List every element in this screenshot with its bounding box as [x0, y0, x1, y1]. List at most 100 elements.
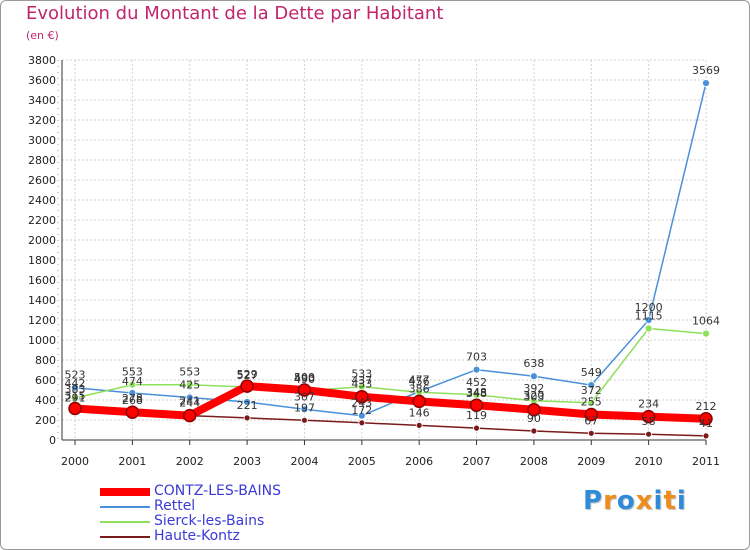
point-sierck — [587, 398, 596, 407]
data-label-sierck: 529 — [237, 368, 258, 381]
x-tick-label: 2010 — [635, 455, 663, 468]
data-label-haute: 172 — [351, 404, 372, 417]
data-label-contz: 212 — [696, 400, 717, 413]
point-contz — [125, 405, 140, 419]
series-line-sierck — [74, 327, 707, 404]
y-tick-label: 1800 — [28, 254, 56, 267]
point-contz — [584, 407, 599, 422]
data-label-rettel: 1200 — [635, 301, 663, 314]
legend-label-contz: CONTZ-LES-BAINS — [154, 483, 281, 499]
series-line-rettel — [74, 82, 707, 417]
chart-title: Evolution du Montant de la Dette par Hab… — [26, 3, 444, 24]
data-label-contz: 348 — [466, 386, 487, 399]
point-contz — [68, 401, 82, 416]
legend-swatch-sierck — [100, 521, 150, 523]
legend-swatch-rettel — [100, 506, 150, 508]
point-contz — [469, 398, 484, 412]
data-label-extra: 425 — [179, 379, 200, 392]
logo-letter: x — [635, 486, 654, 516]
y-tick-label: 200 — [35, 414, 56, 427]
data-label-extra: 527 — [237, 369, 258, 382]
point-haute — [415, 421, 423, 429]
data-label-sierck: 553 — [122, 366, 143, 379]
legend-swatch-contz — [100, 488, 150, 496]
point-rettel — [300, 405, 309, 414]
data-label-contz: 386 — [409, 382, 430, 395]
point-haute — [301, 416, 308, 424]
data-label-contz: 234 — [638, 398, 659, 411]
point-rettel — [128, 389, 137, 397]
y-tick-label: 0 — [49, 434, 56, 447]
y-tick-label: 3200 — [28, 114, 56, 127]
data-label-rettel: 3569 — [692, 64, 720, 77]
series-line-contz — [71, 382, 710, 423]
data-label-haute: 197 — [294, 401, 315, 414]
point-haute — [358, 419, 366, 427]
data-label-contz: 433 — [351, 378, 372, 391]
y-tick-label: 3800 — [28, 54, 56, 67]
y-tick-label: 3000 — [28, 134, 56, 147]
data-label-sierck: 553 — [179, 366, 200, 379]
x-tick-label: 2008 — [520, 455, 548, 468]
proxiti-logo: Proxiti — [583, 486, 687, 516]
x-tick-label: 2003 — [233, 455, 261, 468]
point-haute — [645, 430, 653, 438]
y-tick-label: 2600 — [28, 174, 56, 187]
logo-letter: r — [603, 486, 617, 516]
y-tick-label: 600 — [35, 374, 56, 387]
point-rettel — [71, 383, 79, 392]
point-sierck — [644, 324, 653, 333]
data-label-contz: 303 — [523, 391, 544, 404]
point-rettel — [644, 316, 653, 324]
data-label-extra: 490 — [294, 373, 315, 386]
chart-subtitle: (en €) — [26, 29, 59, 42]
data-label-extra: 348 — [466, 387, 487, 400]
point-sierck — [128, 380, 137, 389]
point-haute — [587, 429, 595, 437]
point-rettel — [472, 365, 481, 374]
data-label-extra: 241 — [179, 395, 200, 408]
point-rettel — [587, 381, 596, 390]
line-chart: 0 200 400 600 800 1000 1200 1400 1600 1800 2000 220… — [28, 54, 720, 468]
data-label-sierck: 452 — [466, 376, 487, 389]
logo-letter: i — [653, 486, 664, 516]
logo-letter: i — [676, 486, 687, 516]
y-tick-label: 3600 — [28, 74, 56, 87]
y-tick-label: 2000 — [28, 234, 56, 247]
data-label-sierck: 533 — [351, 368, 372, 381]
point-haute — [702, 432, 710, 440]
point-contz — [699, 412, 713, 426]
y-tick-label: 1000 — [28, 334, 56, 347]
data-label-rettel: 638 — [523, 357, 544, 370]
x-tick-label: 2000 — [61, 455, 89, 468]
point-contz — [182, 408, 197, 423]
point-sierck — [472, 390, 481, 399]
point-contz — [527, 402, 541, 417]
point-haute — [243, 414, 251, 422]
data-label-rettel: 523 — [65, 369, 86, 382]
data-label-sierck: 1064 — [692, 315, 720, 328]
data-label-haute: 90 — [527, 412, 541, 425]
point-contz — [297, 383, 312, 397]
y-tick-label: 1200 — [28, 314, 56, 327]
point-haute — [530, 427, 538, 435]
point-contz — [240, 379, 254, 393]
data-label-sierck: 1115 — [635, 310, 663, 323]
data-label-extra: 383 — [65, 383, 86, 396]
data-label-extra: 437 — [351, 374, 372, 387]
legend-swatch-haute — [100, 536, 150, 538]
data-label-haute: 221 — [237, 399, 258, 412]
data-label-contz: 315 — [65, 390, 86, 403]
data-label-rettel: 703 — [466, 351, 487, 364]
point-rettel — [185, 393, 194, 402]
data-label-haute: 67 — [584, 414, 598, 427]
y-tick-label: 1400 — [28, 294, 56, 307]
legend-label-rettel: Rettel — [154, 498, 196, 514]
legend-label-sierck: Sierck-les-Bains — [154, 513, 265, 529]
y-tick-label: 3400 — [28, 94, 56, 107]
y-tick-label: 2800 — [28, 154, 56, 167]
x-tick-label: 2005 — [348, 455, 376, 468]
data-label-haute: 41 — [699, 417, 713, 430]
x-tick-label: 2006 — [405, 455, 433, 468]
point-contz — [412, 394, 426, 409]
